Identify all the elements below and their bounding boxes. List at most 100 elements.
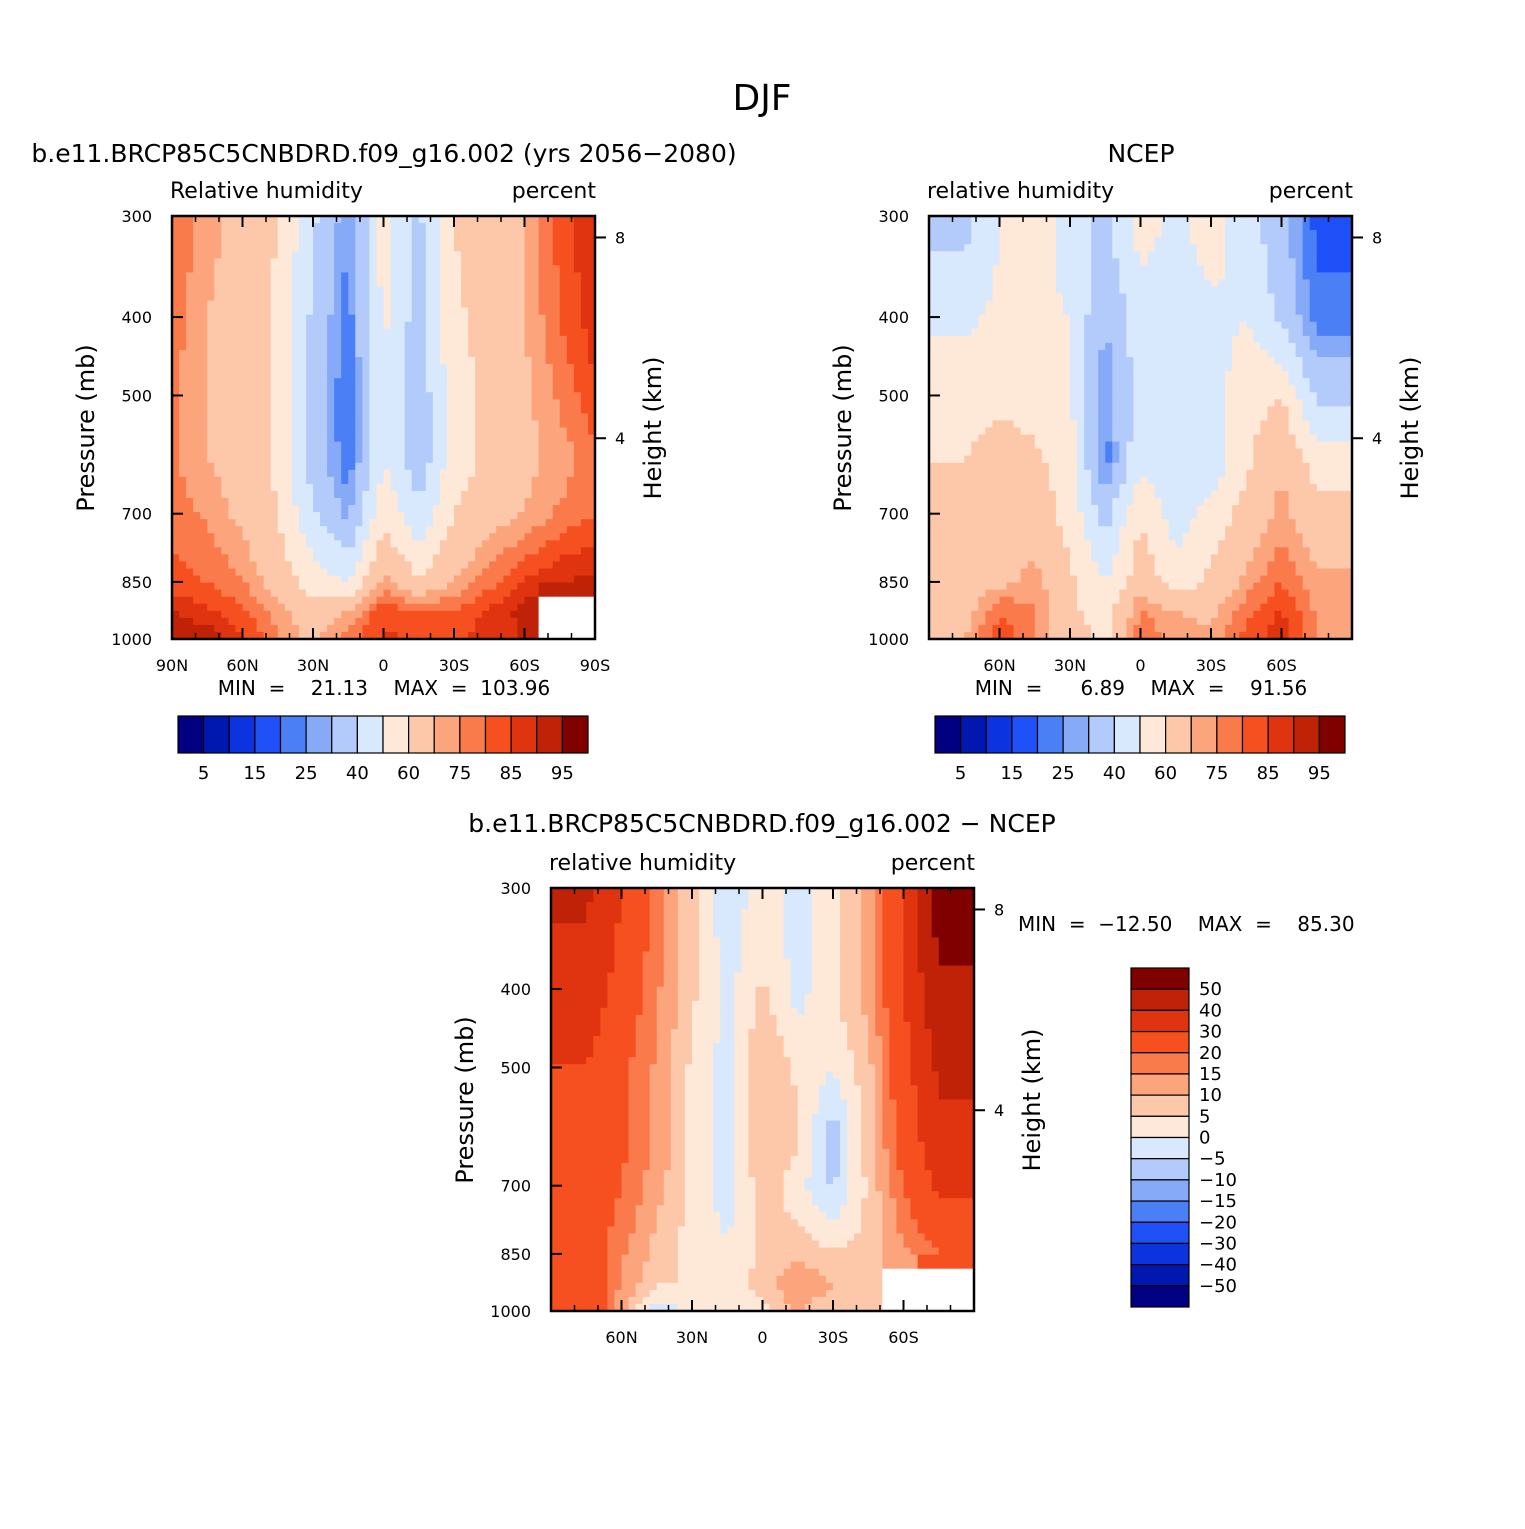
contour-cell [957, 618, 965, 626]
contour-cell [525, 477, 533, 485]
contour-cell [1035, 526, 1043, 534]
contour-cell [517, 442, 525, 450]
contour-cell [1035, 322, 1043, 330]
contour-cell [299, 251, 307, 259]
contour-cell [510, 554, 518, 562]
contour-cell [1077, 329, 1085, 337]
contour-cell [964, 378, 972, 386]
contour-cell [978, 435, 986, 443]
contour-cell [292, 244, 300, 252]
contour-cell [1049, 576, 1057, 584]
contour-cell [964, 456, 972, 464]
contour-cell [546, 364, 554, 372]
contour-cell [419, 371, 427, 379]
contour-cell [1049, 265, 1057, 273]
contour-cell [278, 244, 286, 252]
contour-cell [475, 392, 483, 400]
contour-cell [384, 329, 392, 337]
contour-cell [936, 526, 944, 534]
contour-cell [327, 512, 335, 520]
contour-cell [440, 287, 448, 295]
contour-cell [405, 540, 413, 548]
contour-cell [391, 526, 399, 534]
contour-cell [1056, 470, 1064, 478]
contour-cell [581, 576, 589, 584]
contour-cell [419, 540, 427, 548]
contour-cell [235, 597, 243, 605]
contour-cell [461, 498, 469, 506]
contour-cell [334, 371, 342, 379]
contour-cell [207, 590, 215, 598]
contour-cell [560, 547, 568, 555]
contour-cell [271, 618, 279, 626]
contour-cell [391, 604, 399, 612]
contour-cell [503, 625, 511, 633]
contour-cell [567, 258, 575, 266]
contour-cell [525, 413, 533, 421]
contour-cell [496, 618, 504, 626]
contour-cell [376, 420, 384, 428]
contour-cell [1035, 385, 1043, 393]
contour-cell [553, 385, 561, 393]
contour-cell [384, 279, 392, 287]
contour-cell [405, 618, 413, 626]
contour-cell [1077, 399, 1085, 407]
contour-cell [1007, 519, 1015, 527]
contour-cell [950, 413, 958, 421]
contour-cell [1028, 244, 1036, 252]
contour-cell [978, 484, 986, 492]
contour-cell [546, 505, 554, 513]
contour-cell [964, 583, 972, 591]
contour-cell [510, 435, 518, 443]
contour-cell [567, 315, 575, 323]
contour-cell [391, 428, 399, 436]
contour-cell [278, 590, 286, 598]
contour-cell [1070, 322, 1078, 330]
contour-cell [250, 279, 258, 287]
contour-cell [257, 272, 265, 280]
contour-cell [257, 540, 265, 548]
contour-cell [433, 533, 441, 541]
contour-cell [532, 526, 540, 534]
contour-cell [468, 456, 476, 464]
contour-cell [405, 519, 413, 527]
contour-cell [978, 336, 986, 344]
contour-cell [1070, 456, 1078, 464]
contour-cell [278, 237, 286, 245]
contour-cell [412, 569, 420, 577]
contour-cell [376, 301, 384, 309]
contour-cell [1049, 329, 1057, 337]
contour-cell [468, 540, 476, 548]
contour-cell [1035, 343, 1043, 351]
contour-cell [235, 576, 243, 584]
contour-cell [496, 547, 504, 555]
contour-cell [454, 237, 462, 245]
contour-cell [214, 251, 222, 259]
contour-cell [398, 540, 406, 548]
contour-cell [405, 512, 413, 520]
contour-cell [1049, 336, 1057, 344]
contour-cell [510, 618, 518, 626]
contour-cell [957, 406, 965, 414]
contour-cell [257, 392, 265, 400]
contour-cell [306, 364, 314, 372]
contour-cell [271, 301, 279, 309]
contour-cell [384, 258, 392, 266]
contour-cell [271, 526, 279, 534]
contour-cell [461, 526, 469, 534]
contour-cell [419, 385, 427, 393]
contour-cell [1028, 287, 1036, 295]
contour-cell [1056, 294, 1064, 302]
contour-cell [475, 470, 483, 478]
contour-cell [482, 279, 490, 287]
contour-cell [454, 484, 462, 492]
contour-cell [228, 456, 236, 464]
contour-cell [971, 301, 979, 309]
contour-cell [964, 618, 972, 626]
contour-cell [391, 420, 399, 428]
contour-cell [1014, 540, 1022, 548]
contour-cell [1049, 406, 1057, 414]
contour-cell [553, 590, 561, 598]
contour-cell [1077, 294, 1085, 302]
contour-cell [1035, 498, 1043, 506]
